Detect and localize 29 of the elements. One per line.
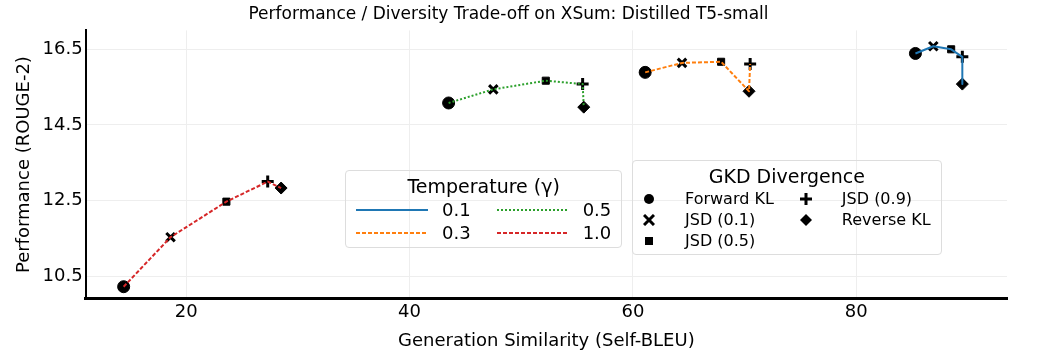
text: Temperature (γ): [407, 175, 560, 197]
point: [487, 83, 500, 96]
x-tick-label: 80: [844, 300, 868, 322]
y-tick-label: 10.5: [42, 263, 83, 285]
legend-label: Forward KL: [685, 189, 774, 208]
legend-label: JSD (0.1): [685, 210, 756, 229]
x-tick-label: 60: [621, 300, 645, 322]
text: GKD Divergence: [708, 165, 865, 187]
legend-label: JSD (0.5): [685, 231, 756, 250]
x-tick-label: 20: [174, 300, 198, 322]
y-axis-title: Performance (ROUGE-2): [12, 56, 34, 274]
legend-label: Reverse KL: [841, 210, 931, 229]
legend-label: 0.1: [442, 199, 471, 220]
legend-label: 0.3: [442, 222, 471, 243]
legend-label: JSD (0.9): [841, 189, 913, 208]
legend-label: 0.5: [582, 199, 612, 220]
x-tick-label: 40: [398, 300, 421, 322]
point: [117, 280, 131, 294]
point: [274, 181, 288, 195]
legend-label: 1.0: [582, 222, 612, 243]
chart-title: Performance / Diversity Trade-off on XSum: Distilled T5-small: [248, 2, 769, 23]
point: [442, 96, 456, 110]
x-axis-title: Generation Similarity (Self-BLEU): [398, 328, 695, 350]
point: [908, 46, 922, 60]
y-tick-label: 12.5: [42, 188, 83, 210]
y-tick-label: 14.5: [42, 112, 83, 134]
y-tick-label: 16.5: [42, 36, 83, 58]
point: [638, 65, 652, 79]
point: [577, 100, 591, 114]
